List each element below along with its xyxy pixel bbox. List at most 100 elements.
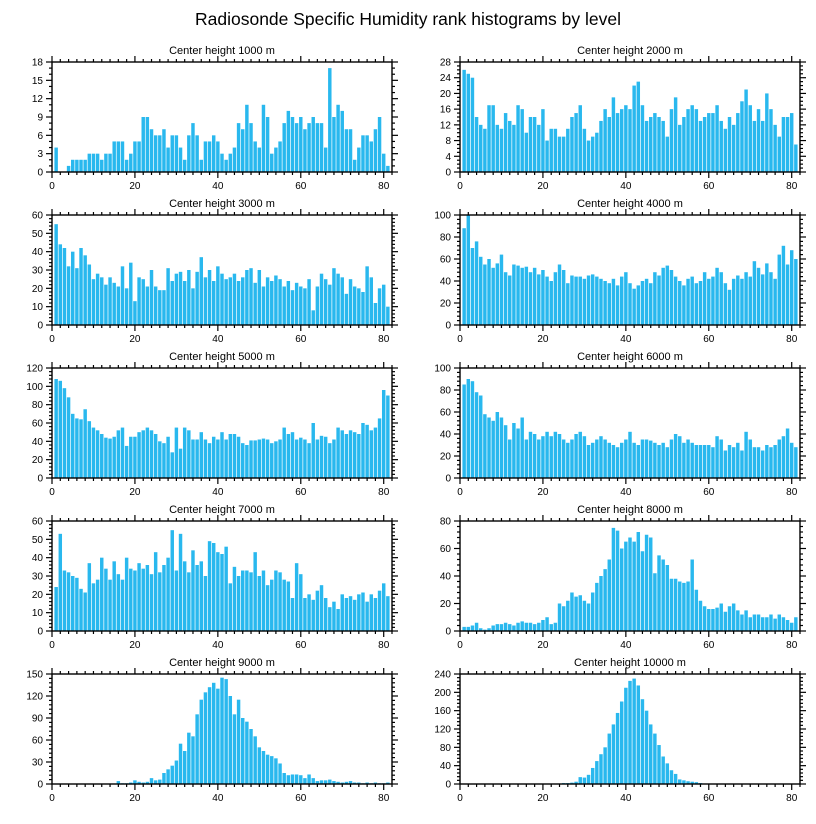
x-tick-label: 60 <box>295 640 307 651</box>
y-tick-label: 6 <box>37 131 43 142</box>
bar <box>744 89 748 172</box>
bar <box>678 779 682 784</box>
bar <box>365 266 369 325</box>
bar <box>224 546 228 631</box>
x-tick-label: 0 <box>457 181 463 192</box>
bar <box>474 622 479 631</box>
bar <box>311 310 315 325</box>
bar <box>377 590 382 631</box>
bar <box>365 782 369 784</box>
y-tick-label: 10 <box>32 302 44 313</box>
bar <box>619 548 624 631</box>
bar <box>187 572 191 631</box>
x-tick-label: 0 <box>457 793 463 804</box>
bar <box>365 424 369 478</box>
bar <box>332 601 336 631</box>
histogram-panel-6: Center height 6000 m 0 20 40 60 80 0 20 40 60 80 10… <box>434 351 806 498</box>
bar <box>491 267 495 325</box>
bar <box>182 159 187 172</box>
bar <box>611 445 616 478</box>
bar <box>702 606 707 631</box>
bar <box>636 445 641 478</box>
bar <box>257 439 262 478</box>
y-tick-label: 40 <box>440 277 452 288</box>
bar <box>586 603 591 631</box>
bar <box>274 147 278 172</box>
plot-box <box>51 214 393 326</box>
bar <box>462 228 466 325</box>
bar <box>503 113 508 172</box>
bar <box>723 450 728 478</box>
bar <box>653 573 657 631</box>
bar <box>740 450 744 478</box>
bar <box>328 68 332 172</box>
bar <box>195 565 199 631</box>
bar <box>91 583 96 631</box>
bar <box>483 414 487 478</box>
x-tick-label: 20 <box>129 181 141 192</box>
bar <box>369 430 373 478</box>
bar <box>381 284 386 325</box>
bar <box>66 397 71 478</box>
bar <box>661 559 665 631</box>
bar <box>120 427 125 478</box>
bar <box>344 129 349 172</box>
bar <box>607 559 611 631</box>
bar <box>166 147 170 172</box>
bar <box>224 679 228 784</box>
y-tick-label: 0 <box>445 780 451 791</box>
x-tick-label: 0 <box>49 793 55 804</box>
bar <box>207 443 212 478</box>
y-tick-label: 9 <box>37 113 43 124</box>
bar <box>520 109 524 172</box>
bar <box>307 279 311 325</box>
bar <box>228 696 233 784</box>
bar <box>129 262 133 325</box>
bar <box>336 273 340 325</box>
y-tick-label: 40 <box>32 247 44 258</box>
bar <box>499 417 504 478</box>
bar <box>253 282 257 325</box>
bar <box>261 751 266 784</box>
bar <box>58 533 63 631</box>
bar <box>178 271 183 325</box>
panel-title: Center height 10000 m <box>574 657 686 669</box>
bar <box>785 620 790 631</box>
bar <box>257 747 262 784</box>
bar <box>182 561 187 631</box>
y-tick-label: 200 <box>434 688 451 699</box>
bar <box>590 136 595 172</box>
bar <box>199 257 203 325</box>
bar <box>211 436 216 478</box>
tick-labels-group: 0 20 40 60 80 0 20 40 60 80 100 <box>434 211 797 346</box>
bar <box>644 710 649 784</box>
bar <box>528 622 533 631</box>
bar <box>760 617 765 631</box>
bar <box>282 123 286 172</box>
x-tick-label: 20 <box>129 793 141 804</box>
bars-group <box>54 530 390 631</box>
bars-group <box>553 678 723 785</box>
bar <box>290 432 295 478</box>
bar <box>348 279 353 325</box>
bars-group <box>54 68 390 172</box>
bar <box>640 551 645 631</box>
bar <box>307 123 311 172</box>
x-tick-label: 20 <box>129 334 141 345</box>
tick-labels-group: 0 20 40 60 80 0 30 60 90 120 150 <box>26 670 389 805</box>
bar <box>789 113 794 172</box>
bar <box>166 436 170 478</box>
bar <box>794 259 798 325</box>
bar <box>698 281 703 325</box>
bar <box>319 123 324 172</box>
bar <box>740 614 744 631</box>
bar <box>199 699 203 784</box>
bar <box>524 266 529 325</box>
bar <box>678 281 682 325</box>
bar <box>508 275 512 325</box>
plot-box <box>459 673 801 785</box>
bar <box>369 141 373 172</box>
bar <box>628 431 632 478</box>
x-tick-label: 40 <box>620 640 632 651</box>
bar <box>479 256 483 325</box>
